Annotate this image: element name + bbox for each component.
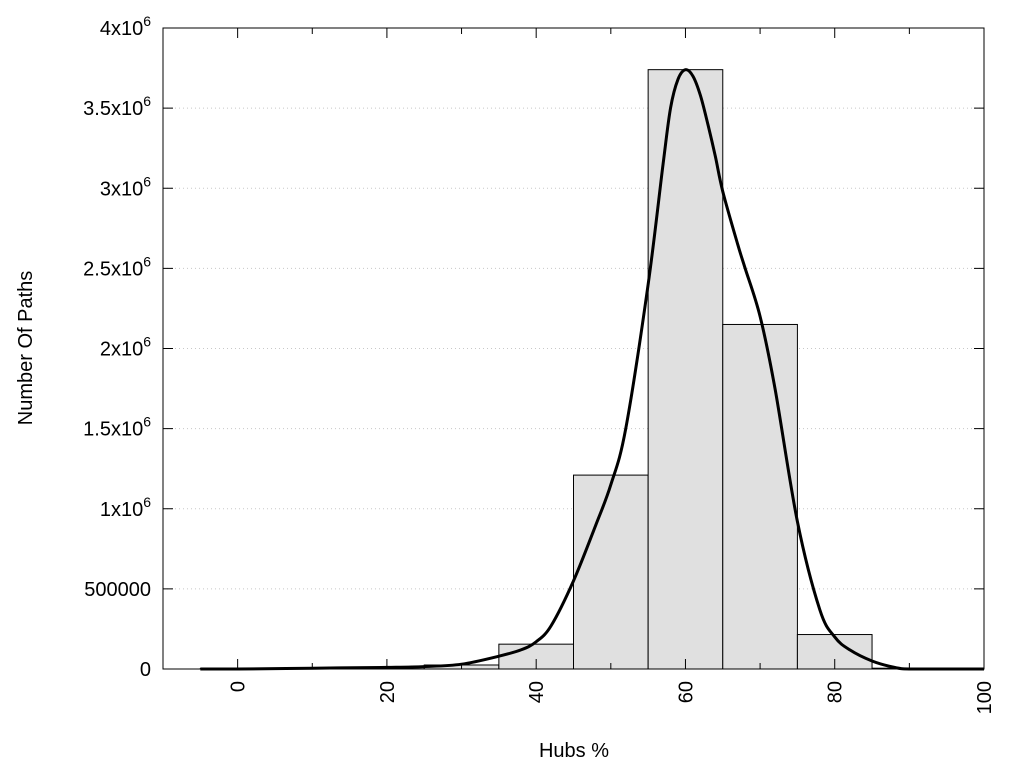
- y-tick-label: 2.5x106: [83, 253, 151, 280]
- y-tick-label: 500000: [84, 579, 151, 601]
- y-tick-mantissa: 2.5x10: [83, 258, 143, 280]
- y-tick-label: 3.5x106: [83, 93, 151, 120]
- y-tick-label: 3x106: [100, 173, 151, 200]
- y-tick-exponent: 6: [143, 173, 151, 189]
- histogram-bar: [573, 474, 649, 670]
- y-tick-exponent: 6: [143, 414, 151, 430]
- y-tick-label: 4x106: [100, 13, 151, 40]
- y-tick-label: 1x106: [100, 494, 151, 521]
- y-tick-label: 0: [140, 659, 151, 681]
- y-tick-exponent: 6: [143, 93, 151, 109]
- y-tick-exponent: 6: [143, 13, 151, 29]
- histogram-bar: [722, 323, 798, 670]
- y-tick-label: 2x106: [100, 334, 151, 361]
- bars: [199, 69, 948, 670]
- y-tick-exponent: 6: [143, 494, 151, 510]
- density-curve: [200, 68, 984, 671]
- y-tick-mantissa: 3.5x10: [83, 98, 143, 120]
- x-axis-label: Hubs %: [539, 740, 609, 762]
- x-axis-ticks: 0 20 40 60 80 100: [228, 28, 996, 714]
- y-axis-label: Number Of Paths: [15, 271, 37, 426]
- x-tick-label: 0: [228, 681, 250, 692]
- histogram-bar: [647, 69, 724, 670]
- x-tick-label: 40: [526, 681, 548, 703]
- y-tick-exponent: 6: [143, 253, 151, 269]
- y-tick-mantissa: 3x10: [100, 178, 143, 200]
- y-tick-mantissa: 1x10: [100, 499, 143, 521]
- y-tick-mantissa: 0: [140, 659, 151, 681]
- y-tick-mantissa: 4x10: [100, 18, 143, 40]
- grid-lines: [163, 107, 984, 590]
- y-axis-ticks: 05000001x1061.5x1062x1062.5x1063x1063.5x…: [83, 13, 984, 681]
- y-tick-mantissa: 2x10: [100, 339, 143, 361]
- y-tick-exponent: 6: [143, 334, 151, 350]
- y-tick-mantissa: 1.5x10: [83, 419, 143, 441]
- y-tick-label: 1.5x106: [83, 414, 151, 441]
- x-tick-label: 80: [825, 681, 847, 703]
- x-tick-label: 60: [675, 681, 697, 703]
- density-curve-line: [200, 68, 984, 671]
- x-tick-label: 100: [974, 681, 996, 714]
- y-tick-mantissa: 500000: [84, 579, 151, 601]
- x-tick-label: 20: [377, 681, 399, 703]
